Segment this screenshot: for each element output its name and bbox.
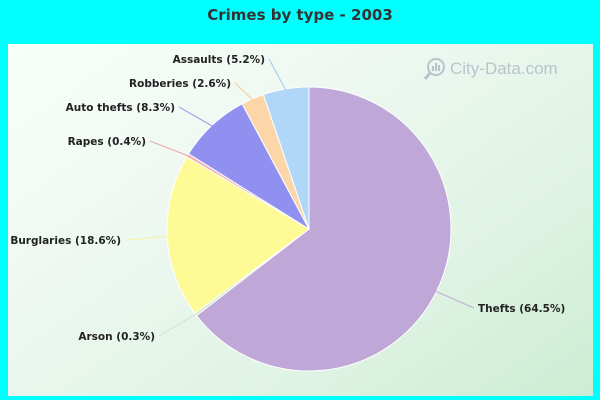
leader-line xyxy=(268,58,287,92)
leader-line xyxy=(158,312,198,337)
leader-line xyxy=(149,140,190,157)
chart-title: Crimes by type - 2003 xyxy=(207,6,393,24)
watermark-text: City-Data.com xyxy=(450,59,558,78)
slice-label: Thefts (64.5%) xyxy=(478,303,565,315)
leader-line xyxy=(178,106,214,128)
slice-label: Auto thefts (8.3%) xyxy=(66,102,175,114)
slice-label: Burglaries (18.6%) xyxy=(10,235,121,247)
slice-label: Rapes (0.4%) xyxy=(68,136,146,148)
slice-label: Robberies (2.6%) xyxy=(129,78,231,90)
slice-label: Assaults (5.2%) xyxy=(173,54,265,66)
watermark: City-Data.com xyxy=(423,58,558,80)
pie-slice xyxy=(262,86,310,230)
leader-line xyxy=(124,235,170,241)
leader-line xyxy=(434,290,475,309)
magnifier-chart-icon xyxy=(423,58,445,80)
slice-label: Arson (0.3%) xyxy=(78,331,155,343)
leader-line xyxy=(234,82,254,101)
